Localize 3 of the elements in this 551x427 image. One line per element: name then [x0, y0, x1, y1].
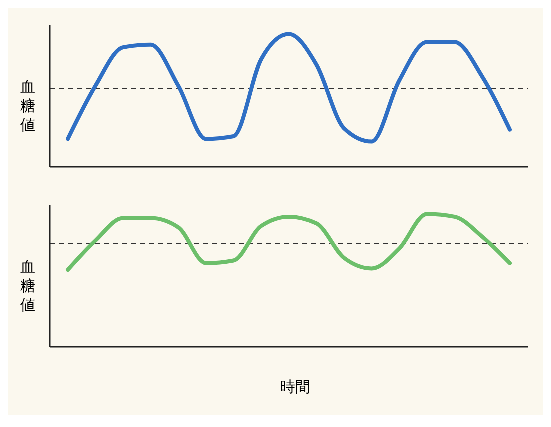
x-axis-title: 時間: [280, 378, 312, 397]
y-axis-title: 血糖値: [20, 78, 36, 134]
y-axis-title: 血糖値: [20, 258, 36, 314]
